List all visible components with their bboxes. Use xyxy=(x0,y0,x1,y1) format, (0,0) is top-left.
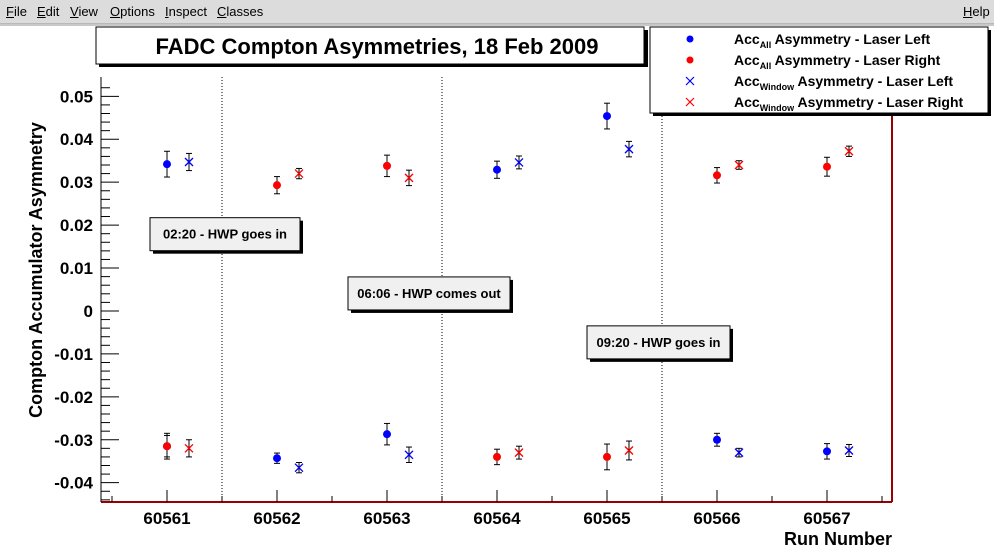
annotation-text: 09:20 - HWP goes in xyxy=(596,335,720,350)
data-point-x xyxy=(844,446,854,455)
y-axis-label: Compton Accumulator Asymmetry xyxy=(26,122,46,418)
y-tick-label: 0.01 xyxy=(60,259,93,278)
x-axis-label: Run Number xyxy=(784,529,892,549)
data-point-x xyxy=(624,144,634,154)
x-tick-label: 60563 xyxy=(363,509,410,528)
x-stroke xyxy=(294,463,304,473)
x-tick-label: 60564 xyxy=(473,509,521,528)
x-stroke xyxy=(844,146,854,156)
title-box-shadow xyxy=(644,30,648,67)
x-stroke xyxy=(624,446,634,455)
data-point xyxy=(493,165,501,174)
legend-marker xyxy=(685,97,695,107)
data-point-x xyxy=(624,446,634,455)
data-point xyxy=(163,442,171,451)
x-stroke xyxy=(514,157,524,167)
x-stroke xyxy=(624,144,634,154)
y-tick-label: 0 xyxy=(84,302,93,321)
data-point-x xyxy=(734,160,744,170)
menu-bar: File Edit View Options Inspect Classes H… xyxy=(0,0,994,24)
data-point xyxy=(603,112,611,121)
data-point-x xyxy=(514,448,524,458)
y-tick-label: 0.04 xyxy=(60,130,94,149)
data-point-x xyxy=(184,157,194,167)
data-point-x xyxy=(294,169,304,179)
plot-canvas[interactable]: 0.05 0.04 0.03 0.02 0.01 0 -0.01 -0.02 -0.03 -0.0… xyxy=(0,24,994,556)
legend-box xyxy=(649,26,989,114)
title-box xyxy=(95,26,645,65)
legend-label: AccAll Asymmetry - Laser Right xyxy=(734,52,941,71)
annotation-box xyxy=(586,325,731,360)
data-point xyxy=(163,160,171,169)
title-box-shadow-bottom xyxy=(99,64,648,67)
y-tick-label: 0.05 xyxy=(60,87,93,106)
y-tick-label: 0.03 xyxy=(60,173,93,192)
menu-inspect[interactable]: Inspect xyxy=(165,4,207,19)
x-stroke xyxy=(404,450,414,460)
legend-label: AccWindow Asymmetry - Laser Right xyxy=(734,94,964,113)
legend-marker xyxy=(685,76,695,86)
x-tick-label: 60566 xyxy=(693,509,740,528)
x-stroke xyxy=(184,443,194,453)
data-point-x xyxy=(844,146,854,156)
annotation-box xyxy=(149,217,301,252)
data-point xyxy=(383,161,391,170)
x-stroke xyxy=(734,448,744,458)
x-stroke xyxy=(514,448,524,458)
y-tick-label: -0.04 xyxy=(54,474,93,493)
x-stroke xyxy=(844,446,854,455)
x-stroke xyxy=(734,160,744,170)
data-point xyxy=(383,430,391,439)
data-point-x xyxy=(184,443,194,453)
data-point xyxy=(823,162,831,171)
y-tick-label: -0.01 xyxy=(54,345,93,364)
menu-help[interactable]: Help xyxy=(963,4,990,19)
menu-view[interactable]: View xyxy=(70,4,98,19)
data-point-x xyxy=(294,463,304,473)
x-tick-label: 60565 xyxy=(583,509,630,528)
annotation-text: 02:20 - HWP goes in xyxy=(163,227,287,242)
legend-label: AccWindow Asymmetry - Laser Left xyxy=(734,73,953,92)
data-point xyxy=(493,452,501,461)
data-point xyxy=(273,181,281,190)
chart-title: FADC Compton Asymmetries, 18 Feb 2009 xyxy=(156,34,599,59)
data-point xyxy=(713,171,721,180)
y-tick-label: 0.02 xyxy=(60,216,93,235)
data-point-x xyxy=(404,173,414,183)
legend-marker xyxy=(686,56,694,64)
x-tick-label: 60567 xyxy=(803,509,850,528)
y-tick-label: -0.02 xyxy=(54,388,93,407)
data-point-x xyxy=(734,448,744,458)
legend-marker xyxy=(686,35,694,43)
x-stroke xyxy=(404,173,414,183)
data-point xyxy=(713,435,721,444)
data-point-x xyxy=(404,450,414,460)
menu-options[interactable]: Options xyxy=(110,4,155,19)
data-point xyxy=(273,454,281,463)
data-point xyxy=(603,452,611,461)
y-tick-label: -0.03 xyxy=(54,431,93,450)
data-point xyxy=(823,447,831,456)
x-stroke xyxy=(294,169,304,179)
x-stroke xyxy=(184,157,194,167)
legend-label: AccAll Asymmetry - Laser Left xyxy=(734,31,931,50)
menu-edit[interactable]: Edit xyxy=(37,4,60,19)
x-tick-label: 60562 xyxy=(253,509,300,528)
x-tick-label: 60561 xyxy=(143,509,190,528)
menu-file[interactable]: File xyxy=(6,4,27,19)
annotation-box xyxy=(347,276,511,311)
annotation-text: 06:06 - HWP comes out xyxy=(357,286,501,301)
chart: 0.05 0.04 0.03 0.02 0.01 0 -0.01 -0.02 -0.03 -0.0… xyxy=(26,26,991,549)
data-point-x xyxy=(514,157,524,167)
menu-classes[interactable]: Classes xyxy=(217,4,264,19)
